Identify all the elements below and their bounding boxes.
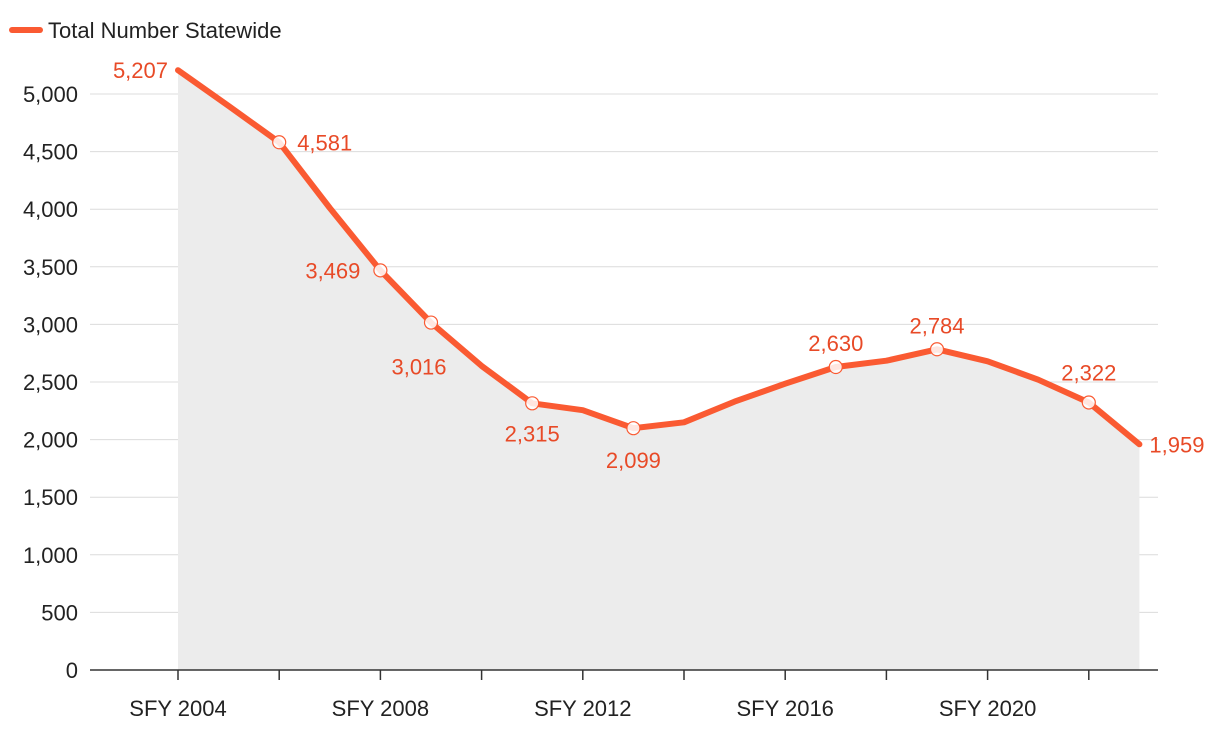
x-tick-label: SFY 2004 bbox=[129, 696, 226, 721]
data-label: 4,581 bbox=[297, 130, 352, 155]
data-point-marker bbox=[272, 135, 287, 150]
data-point-marker bbox=[626, 421, 641, 436]
x-tick-label: SFY 2020 bbox=[939, 696, 1036, 721]
area-layer bbox=[178, 70, 1140, 670]
y-tick-label: 3,000 bbox=[23, 312, 78, 337]
legend-label: Total Number Statewide bbox=[48, 18, 282, 43]
y-tick-label: 2,000 bbox=[23, 428, 78, 453]
data-point-marker bbox=[929, 342, 945, 357]
marker-layer bbox=[272, 135, 1096, 436]
data-point-marker bbox=[525, 396, 540, 411]
series-line bbox=[175, 67, 1143, 448]
y-tick-label: 3,500 bbox=[23, 255, 78, 280]
x-tick-label: SFY 2016 bbox=[736, 696, 833, 721]
y-tick-label: 0 bbox=[66, 658, 78, 683]
x-tick-label: SFY 2008 bbox=[332, 696, 429, 721]
area-fill bbox=[178, 70, 1140, 670]
data-label: 3,016 bbox=[391, 355, 446, 380]
data-point-marker bbox=[828, 359, 843, 375]
data-label: 2,322 bbox=[1061, 361, 1116, 386]
data-label: 1,959 bbox=[1149, 432, 1204, 457]
data-label: 3,469 bbox=[305, 258, 360, 283]
y-tick-label: 500 bbox=[41, 600, 78, 625]
data-point-marker bbox=[373, 263, 388, 278]
y-tick-label: 2,500 bbox=[23, 370, 78, 395]
data-label: 2,099 bbox=[606, 448, 661, 473]
data-label: 5,207 bbox=[113, 58, 168, 83]
x-tick-label: SFY 2012 bbox=[534, 696, 631, 721]
axis-layer: 0 500 1,000 1,500 2,000 2,500 3,000 3,500 4,000 4… bbox=[23, 82, 1158, 721]
data-point-marker bbox=[1081, 395, 1096, 410]
y-tick-label: 1,500 bbox=[23, 485, 78, 510]
y-tick-label: 4,000 bbox=[23, 197, 78, 222]
data-label: 2,315 bbox=[505, 421, 560, 446]
line-layer bbox=[175, 67, 1143, 448]
data-label: 2,784 bbox=[909, 313, 964, 338]
label-layer: 5,207 4,581 3,469 3,016 2,315 2,099 2,630 2,784… bbox=[113, 58, 1205, 473]
legend: Total Number Statewide bbox=[9, 18, 282, 43]
data-point-marker bbox=[423, 315, 439, 330]
data-label: 2,630 bbox=[808, 331, 863, 356]
y-tick-label: 4,500 bbox=[23, 140, 78, 165]
y-tick-label: 1,000 bbox=[23, 543, 78, 568]
y-tick-label: 5,000 bbox=[23, 82, 78, 107]
